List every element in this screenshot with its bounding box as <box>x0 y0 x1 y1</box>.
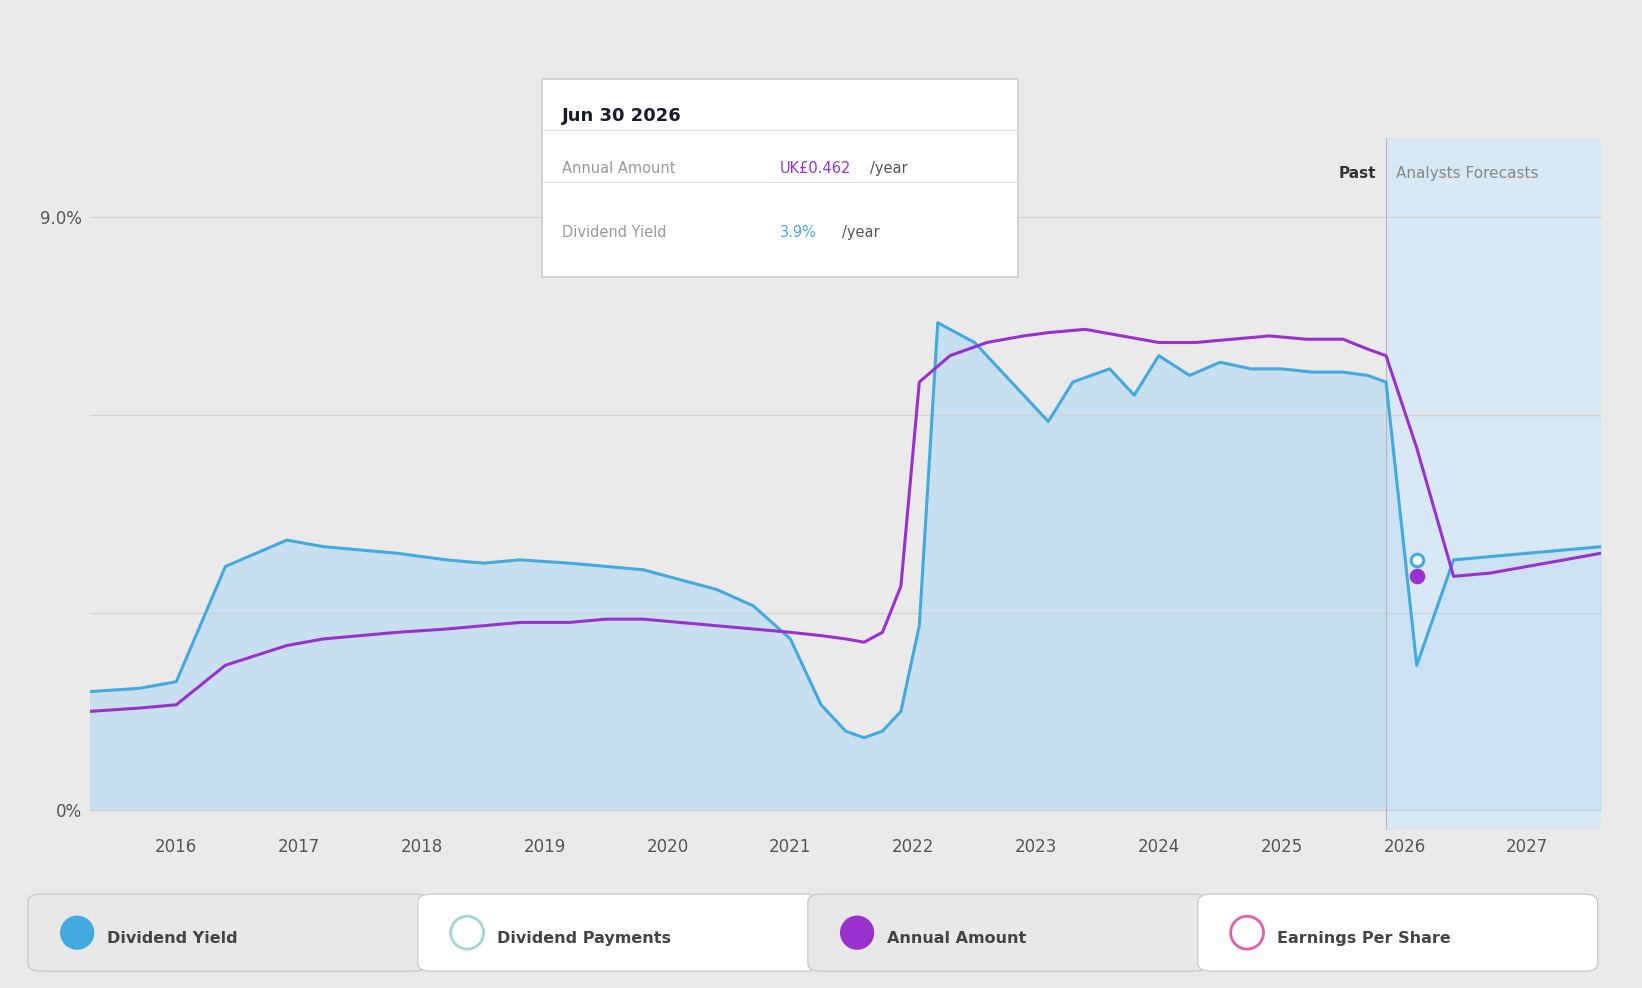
Text: Jun 30 2026: Jun 30 2026 <box>562 107 681 124</box>
Text: Dividend Payments: Dividend Payments <box>498 931 670 946</box>
Text: Dividend Yield: Dividend Yield <box>107 931 238 946</box>
Text: Earnings Per Share: Earnings Per Share <box>1277 931 1450 946</box>
Text: Dividend Yield: Dividend Yield <box>562 225 667 240</box>
Text: /year: /year <box>842 225 880 240</box>
Text: Past: Past <box>1338 166 1376 181</box>
Text: Annual Amount: Annual Amount <box>887 931 1026 946</box>
Text: Annual Amount: Annual Amount <box>562 161 675 176</box>
Text: 3.9%: 3.9% <box>780 225 816 240</box>
Text: /year: /year <box>870 161 908 176</box>
Bar <box>1386 138 1601 830</box>
Text: UK£0.462: UK£0.462 <box>780 161 851 176</box>
Text: Analysts Forecasts: Analysts Forecasts <box>1396 166 1539 181</box>
